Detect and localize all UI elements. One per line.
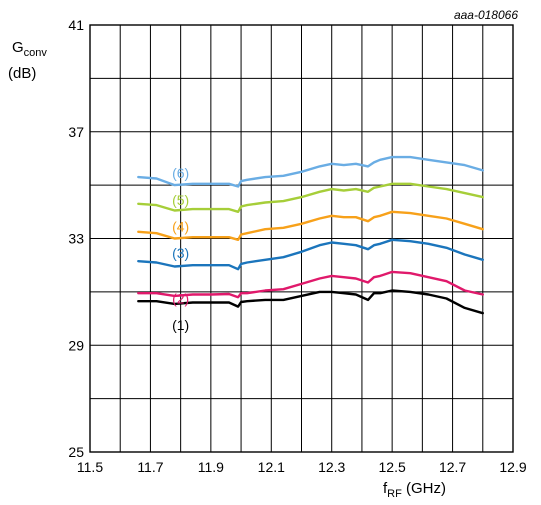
series-label-2: (2) [172, 291, 189, 307]
series-line-3 [137, 238, 484, 271]
x-tick-label: 11.7 [137, 459, 163, 475]
series-line-1 [137, 289, 484, 315]
x-axis-title-main: f [383, 480, 388, 497]
y-tick-label: 37 [68, 124, 84, 140]
plot-frame [89, 24, 514, 453]
series-labels: (1) (2) (3) (4) (5) (6) [172, 165, 189, 333]
y-tick-label: 33 [68, 231, 84, 247]
x-axis-title-unit: (GHz) [402, 480, 446, 497]
series-line-4 [137, 210, 484, 241]
series-label-6: (6) [172, 165, 189, 181]
grid [90, 25, 513, 452]
series-line-2 [137, 270, 484, 299]
series-label-3: (3) [172, 245, 189, 261]
x-tick-label: 12.3 [318, 459, 345, 475]
figure-id: aaa-018066 [454, 8, 518, 22]
x-tick-label: 11.9 [198, 459, 224, 475]
y-axis-title-sub: conv [24, 47, 48, 59]
tick-labels: 11.5 11.7 11.9 12.1 12.3 12.5 12.7 12.9 25 29 33 37… [68, 17, 526, 475]
x-tick-label: 11.5 [77, 459, 103, 475]
series-label-5: (5) [172, 192, 189, 208]
y-axis-title-main: G [12, 39, 24, 56]
series-line-5 [137, 182, 484, 213]
x-tick-label: 12.9 [499, 459, 526, 475]
series-line-6 [137, 155, 484, 188]
y-tick-label: 41 [68, 17, 84, 33]
x-axis-title-sub: RF [387, 488, 402, 500]
series-label-4: (4) [172, 218, 189, 234]
x-tick-label: 12.7 [439, 459, 466, 475]
y-tick-label: 25 [68, 444, 84, 460]
x-tick-label: 12.5 [379, 459, 406, 475]
y-axis-unit: (dB) [8, 65, 36, 82]
series-label-1: (1) [172, 317, 189, 333]
x-axis-title: fRF (GHz) [383, 480, 446, 500]
y-axis-title: Gconv [12, 39, 47, 59]
x-tick-label: 12.1 [258, 459, 285, 475]
series-layer [137, 155, 484, 315]
y-tick-label: 29 [68, 337, 84, 353]
